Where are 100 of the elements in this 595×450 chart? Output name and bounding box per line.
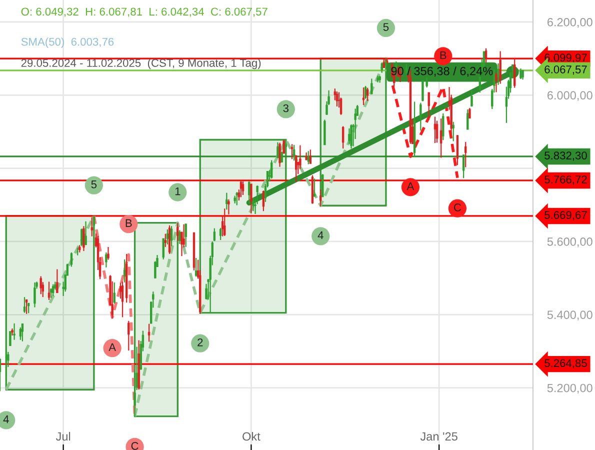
candlestick: [336, 90, 338, 108]
candlestick: [56, 268, 58, 294]
y-tick-label: 6.000,00: [547, 91, 592, 101]
candlestick: [252, 197, 254, 212]
candlestick: [21, 323, 24, 342]
annotation: B: [126, 219, 132, 227]
annotation: C: [131, 442, 138, 450]
annotation: 5: [383, 23, 389, 31]
candlestick: [468, 107, 471, 119]
ref-line-label: 5.669,67: [544, 211, 587, 220]
ref-line-label: 6.099,97: [544, 54, 587, 63]
candlestick: [280, 150, 283, 163]
candlestick: [366, 87, 369, 102]
candlestick: [420, 102, 422, 132]
candlestick: [148, 323, 150, 342]
annotation: 1: [175, 187, 180, 196]
annotation: 3: [283, 104, 288, 112]
candlestick: [176, 222, 179, 242]
x-tick-label: Jan '25: [420, 432, 458, 441]
candlestick: [442, 112, 444, 141]
annotation: 29.05.2024 - 11.02.2025 (CST, 9 Monate, 1 Tag): [21, 58, 261, 70]
candlestick: [422, 80, 424, 102]
candlestick: [19, 326, 22, 340]
annotation: 4: [318, 231, 324, 240]
candlestick: [292, 144, 296, 162]
candlestick: [522, 70, 524, 80]
candlestick: [226, 192, 228, 210]
candlestick: [520, 68, 522, 80]
candlestick: [164, 233, 167, 248]
annotation: SMA(50) 6.003,76: [21, 38, 114, 48]
candlestick: [428, 92, 430, 121]
candlestick: [470, 89, 473, 108]
candlestick: [128, 320, 130, 352]
candlestick: [34, 282, 36, 308]
x-tick-label: Jul: [56, 432, 70, 441]
text: O: 6.049,32 H: 6.067,81 L: 6.042,34 C: 6.067,57: [21, 8, 268, 17]
candlestick: [295, 154, 298, 182]
candlestick: [213, 228, 216, 242]
candlestick: [70, 252, 73, 268]
candlestick: [25, 299, 28, 314]
candlestick: [107, 246, 110, 260]
candlestick: [242, 180, 244, 196]
candlestick: [170, 226, 173, 247]
candlestick: [342, 126, 344, 150]
candlestick: [497, 62, 500, 86]
candlestick: [350, 124, 352, 150]
y-tick-label: 5.400,00: [547, 310, 592, 320]
ref-line-label: 5.264,85: [544, 359, 587, 368]
candlestick: [276, 142, 279, 158]
candlestick: [348, 128, 350, 145]
candlestick: [514, 58, 516, 88]
candlestick: [364, 85, 367, 100]
annotation: C: [454, 203, 462, 212]
candlestick: [362, 86, 365, 106]
candlestick: [224, 208, 226, 237]
candlestick: [23, 296, 26, 314]
candlestick: [236, 192, 238, 206]
candlestick: [440, 118, 442, 158]
candlestick: [462, 154, 465, 179]
candlestick: [324, 119, 326, 146]
candlestick: [121, 281, 124, 318]
candlestick: [309, 149, 312, 164]
candlestick: [123, 258, 126, 283]
candlestick: [290, 144, 294, 160]
candlestick: [9, 331, 12, 346]
candlestick: [105, 252, 108, 268]
candlestick: [50, 288, 52, 298]
candlestick: [166, 228, 169, 245]
candlestick: [370, 78, 373, 95]
candlestick: [278, 142, 281, 168]
candlestick: [82, 226, 85, 252]
candlestick: [228, 198, 230, 215]
annotation: B: [440, 51, 446, 60]
candlestick: [262, 190, 265, 212]
line-series: [384, 57, 459, 180]
candlestick: [162, 238, 164, 260]
candlestick: [240, 180, 242, 198]
annotation: 4: [3, 415, 9, 424]
candlestick: [452, 121, 454, 142]
y-tick-label: 5.600,00: [547, 237, 592, 248]
candlestick: [205, 283, 208, 300]
candlestick: [154, 260, 156, 279]
y-tick-label: 5.200,00: [547, 384, 592, 394]
candlestick: [320, 188, 322, 207]
x-tick-label: Okt: [242, 432, 260, 441]
candlestick: [313, 178, 316, 198]
candlestick: [250, 183, 252, 214]
annotation: 5: [91, 180, 97, 188]
candlestick: [90, 216, 93, 237]
ref-line-label: 5.832,30: [544, 152, 587, 161]
candlestick: [484, 48, 488, 64]
candlestick: [52, 284, 54, 297]
candlestick: [184, 223, 187, 248]
candlestick: [436, 120, 438, 144]
candlestick: [456, 134, 459, 166]
candlestick: [380, 62, 383, 74]
candlestick: [40, 276, 42, 295]
candlestick: [219, 227, 222, 241]
candlestick: [299, 144, 302, 170]
candlestick: [478, 76, 481, 94]
